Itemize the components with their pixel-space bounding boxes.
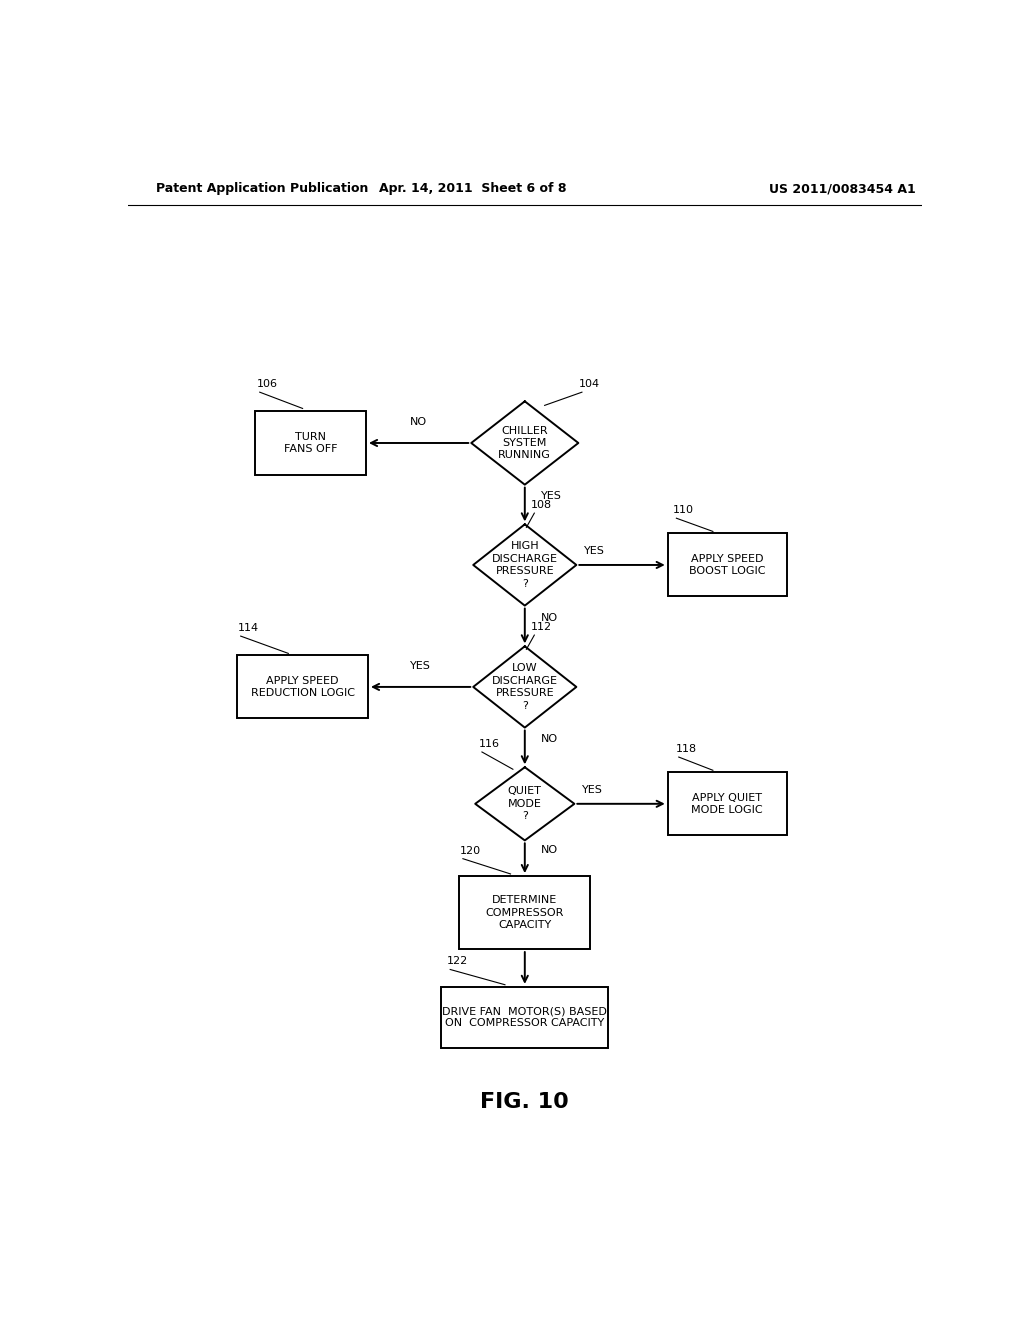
Text: NO: NO	[541, 734, 558, 744]
Text: APPLY SPEED
REDUCTION LOGIC: APPLY SPEED REDUCTION LOGIC	[251, 676, 354, 698]
Text: DETERMINE
COMPRESSOR
CAPACITY: DETERMINE COMPRESSOR CAPACITY	[485, 895, 564, 931]
Text: NO: NO	[541, 612, 558, 623]
Text: CHILLER
SYSTEM
RUNNING: CHILLER SYSTEM RUNNING	[499, 425, 551, 461]
Text: QUIET
MODE
?: QUIET MODE ?	[508, 787, 542, 821]
Text: LOW
DISCHARGE
PRESSURE
?: LOW DISCHARGE PRESSURE ?	[492, 664, 558, 710]
Text: 104: 104	[579, 379, 600, 389]
Text: YES: YES	[411, 661, 431, 671]
Bar	[441, 987, 608, 1048]
Text: YES: YES	[583, 784, 603, 795]
Text: Apr. 14, 2011  Sheet 6 of 8: Apr. 14, 2011 Sheet 6 of 8	[380, 182, 567, 195]
Text: 112: 112	[531, 622, 552, 632]
Bar	[668, 533, 786, 597]
Text: APPLY QUIET
MODE LOGIC: APPLY QUIET MODE LOGIC	[691, 792, 763, 814]
Text: DRIVE FAN  MOTOR(S) BASED
ON  COMPRESSOR CAPACITY: DRIVE FAN MOTOR(S) BASED ON COMPRESSOR C…	[442, 1006, 607, 1028]
Text: YES: YES	[541, 491, 561, 502]
Text: 122: 122	[447, 957, 468, 966]
Text: 120: 120	[460, 846, 481, 855]
Polygon shape	[473, 647, 577, 727]
Text: NO: NO	[410, 417, 427, 426]
Text: YES: YES	[585, 545, 605, 556]
Bar	[668, 772, 786, 836]
Bar	[460, 876, 590, 949]
Text: NO: NO	[541, 845, 558, 855]
Bar	[255, 412, 367, 474]
Text: 118: 118	[676, 744, 696, 754]
Text: APPLY SPEED
BOOST LOGIC: APPLY SPEED BOOST LOGIC	[689, 554, 765, 576]
Text: FIG. 10: FIG. 10	[480, 1092, 569, 1111]
Text: 108: 108	[531, 500, 552, 510]
Polygon shape	[471, 401, 579, 484]
Text: 106: 106	[257, 379, 278, 389]
Text: 114: 114	[238, 623, 259, 634]
Polygon shape	[473, 524, 577, 606]
Text: US 2011/0083454 A1: US 2011/0083454 A1	[769, 182, 915, 195]
Bar	[238, 656, 368, 718]
Text: 116: 116	[479, 739, 500, 748]
Polygon shape	[475, 767, 574, 841]
Text: 110: 110	[673, 506, 694, 515]
Text: HIGH
DISCHARGE
PRESSURE
?: HIGH DISCHARGE PRESSURE ?	[492, 541, 558, 589]
Text: Patent Application Publication: Patent Application Publication	[156, 182, 369, 195]
Text: TURN
FANS OFF: TURN FANS OFF	[284, 432, 337, 454]
